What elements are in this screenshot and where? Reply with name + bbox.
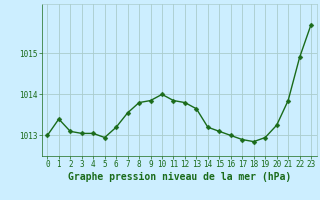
X-axis label: Graphe pression niveau de la mer (hPa): Graphe pression niveau de la mer (hPa) [68, 172, 291, 182]
